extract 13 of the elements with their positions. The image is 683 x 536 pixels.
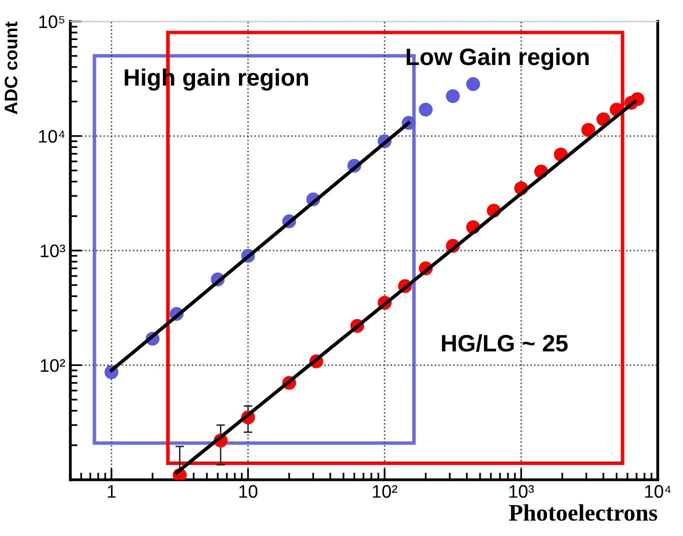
y-tick-label: 10⁵ xyxy=(39,15,64,28)
x-tick-label: 10 xyxy=(239,485,258,498)
y-tick-label: 10² xyxy=(40,359,66,372)
y-axis-title: ADC count xyxy=(4,22,18,114)
x-tick-label: 10² xyxy=(372,485,398,498)
y-tick-label: 10³ xyxy=(40,244,66,258)
annotation: Low Gain region xyxy=(406,48,589,70)
y-tick-label: 10⁴ xyxy=(39,130,65,143)
x-tick-label: 10³ xyxy=(509,485,534,498)
x-tick-label: 1 xyxy=(108,485,116,498)
x-axis-title: Photoelectrons xyxy=(509,504,658,521)
x-tick-label: 10⁴ xyxy=(645,485,671,498)
annotation: HG/LG ~ 25 xyxy=(442,334,568,352)
